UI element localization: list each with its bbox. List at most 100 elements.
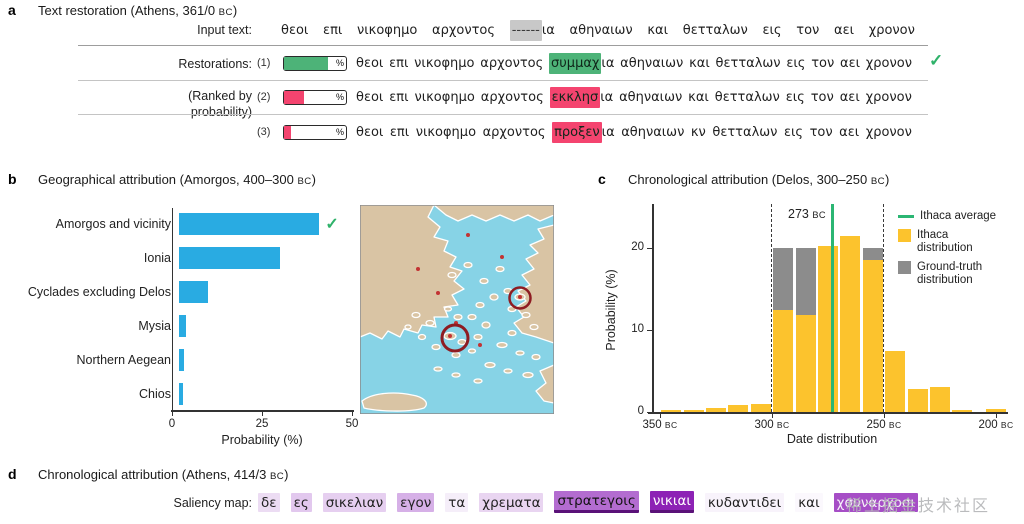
saliency-word: κυδαντιδει <box>704 492 785 512</box>
saliency-word: τα <box>445 492 469 512</box>
saliency-word: νικιαι <box>649 491 694 513</box>
saliency-word: εγον <box>397 492 435 512</box>
restoration-line-2: θεοι επι νικοφημο αρχοντος εκκλησ ια αθηναιων κ… <box>356 86 912 108</box>
geo-bar-chart: Amorgos and vicinity ✓ Ionia Cyclades exclu… <box>8 207 568 411</box>
ithaca-bar <box>952 409 973 412</box>
greek-word: τον <box>796 22 820 38</box>
restoration-rank-1: (1) <box>257 57 271 69</box>
legend-label: Ground-truth distribution <box>917 260 983 287</box>
ithaca-bar <box>683 409 704 412</box>
greek-word: χρονον <box>865 55 912 71</box>
panel-a-letter: a <box>8 2 16 18</box>
greek-word: αρχοντος <box>480 89 544 105</box>
tick-mark <box>647 329 652 331</box>
ranked-by-line1: (Ranked by <box>188 89 252 103</box>
greek-word: και <box>688 89 709 105</box>
panel-a-title: Text restoration (Athens, 361/0 BC) <box>38 3 238 18</box>
tick-mark <box>647 411 652 413</box>
greek-word: αει <box>839 124 860 140</box>
tick-label: 0 <box>168 418 176 430</box>
greek-word: αει <box>839 89 860 105</box>
greek-word: επι <box>323 22 343 38</box>
panel-c-title: Chronological attribution (Delos, 300–25… <box>628 172 890 187</box>
divider <box>78 45 928 46</box>
bar-row: Ionia <box>8 241 568 275</box>
greek-word: αρχοντος <box>480 55 544 71</box>
legend-item-ithaca: Ithaca distribution <box>898 228 1014 256</box>
tick-mark <box>883 413 885 418</box>
tick-label: 10 <box>631 323 644 335</box>
ground-truth-range-line <box>771 204 773 412</box>
ithaca-bar <box>840 235 861 412</box>
ithaca-bar <box>795 315 816 412</box>
ithaca-bar <box>706 407 726 412</box>
site-dots <box>416 233 522 347</box>
category-label: Amorgos and vicinity <box>55 217 171 231</box>
restoration-highlight: εκκλησ <box>549 86 601 108</box>
bar <box>179 213 320 235</box>
greek-word: κν <box>690 124 706 140</box>
legend-item-ground-truth: Ground-truth distribution <box>898 260 1014 288</box>
restored-token: προξεν ια <box>552 121 615 143</box>
c-y-axis <box>652 204 654 413</box>
greek-word: τον <box>810 89 834 105</box>
probability-bar-2: % <box>283 90 347 105</box>
prediction-circle-amorgos <box>440 323 470 353</box>
greek-word: εις <box>786 55 806 71</box>
ithaca-bar <box>728 405 749 412</box>
ithaca-bar <box>885 350 906 412</box>
divider <box>78 80 928 81</box>
greek-word: θετταλων <box>714 89 780 105</box>
tick-mark <box>771 413 773 418</box>
panel-d-title: Chronological attribution (Athens, 414/3… <box>38 467 289 482</box>
legend-item-average: Ithaca average <box>898 210 1014 224</box>
tick-label: 50 <box>345 418 359 430</box>
ithaca-bar <box>773 309 794 412</box>
ithaca-bar <box>907 389 928 412</box>
bar-row: Cyclades excluding Delos <box>8 275 568 309</box>
greek-word: εις <box>762 22 782 38</box>
saliency-words: δε ες σικελιαν εγον τα χρεματα στρατεγοις νικια… <box>258 491 919 513</box>
greek-word: θετταλων <box>682 22 748 38</box>
bar-row: Amorgos and vicinity ✓ <box>8 207 568 241</box>
tick-mark <box>995 413 997 418</box>
average-year-label: 273 BC <box>788 207 826 221</box>
panel-b-letter: b <box>8 171 17 187</box>
panel-b-title: Geographical attribution (Amorgos, 400–3… <box>38 172 316 187</box>
watermark: 稀土掘金技术社区 <box>846 498 991 515</box>
saliency-word: σικελιαν <box>322 492 387 512</box>
greek-word: χρονον <box>865 89 912 105</box>
category-label: Mysia <box>138 319 171 333</box>
input-text-label: Input text: <box>197 23 252 37</box>
percent-sign: % <box>335 92 344 102</box>
legend-label: Ithaca average <box>920 210 997 222</box>
category-label: Ionia <box>143 251 171 265</box>
restoration-rank-3: (3) <box>257 126 271 138</box>
chrono-histogram: 273 BC Ithaca average Ithaca distributio… <box>631 204 1014 446</box>
restoration-rank-2: (2) <box>257 91 271 103</box>
c-x-axis <box>648 412 1008 414</box>
greek-word: νικοφημο <box>414 89 475 105</box>
greek-word: τον <box>809 124 833 140</box>
restored-token: ------ ια <box>509 19 555 41</box>
prediction-circle-secondary <box>508 286 532 310</box>
tick-label: 0 <box>637 405 644 417</box>
category-label: Northern Aegean <box>76 353 171 367</box>
panel-d-letter: d <box>8 466 17 482</box>
greek-word: αρχοντος <box>432 22 496 38</box>
greek-word: επι <box>389 89 409 105</box>
saliency-word: χρεματα <box>479 492 544 512</box>
saliency-word: και <box>795 492 823 512</box>
c-y-axis-label: Probability (%) <box>604 269 618 351</box>
percent-sign: % <box>335 127 344 137</box>
greek-word: χρονον <box>868 22 915 38</box>
input-text-line: θεοι επι νικοφημο αρχοντος ------ ια αθηναιων κ… <box>281 19 915 41</box>
ithaca-average-line <box>830 204 835 412</box>
aegean-map <box>360 205 554 414</box>
greek-word: θεοι <box>356 55 384 71</box>
saliency-word: δε <box>258 492 280 512</box>
ithaca-bar <box>750 403 771 412</box>
ithaca-bar <box>818 245 838 412</box>
probability-bar-fill <box>284 57 329 70</box>
probability-bar-fill <box>284 91 304 104</box>
